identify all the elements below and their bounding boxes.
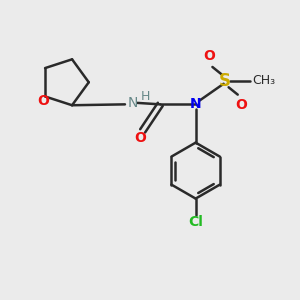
Text: O: O bbox=[38, 94, 50, 108]
Text: H: H bbox=[141, 91, 150, 103]
Text: N: N bbox=[190, 98, 202, 111]
Text: O: O bbox=[134, 131, 146, 145]
Text: N: N bbox=[128, 96, 138, 110]
Text: CH₃: CH₃ bbox=[252, 74, 275, 87]
Text: S: S bbox=[219, 72, 231, 90]
Text: O: O bbox=[235, 98, 247, 112]
Text: Cl: Cl bbox=[188, 215, 203, 229]
Text: O: O bbox=[203, 50, 215, 63]
